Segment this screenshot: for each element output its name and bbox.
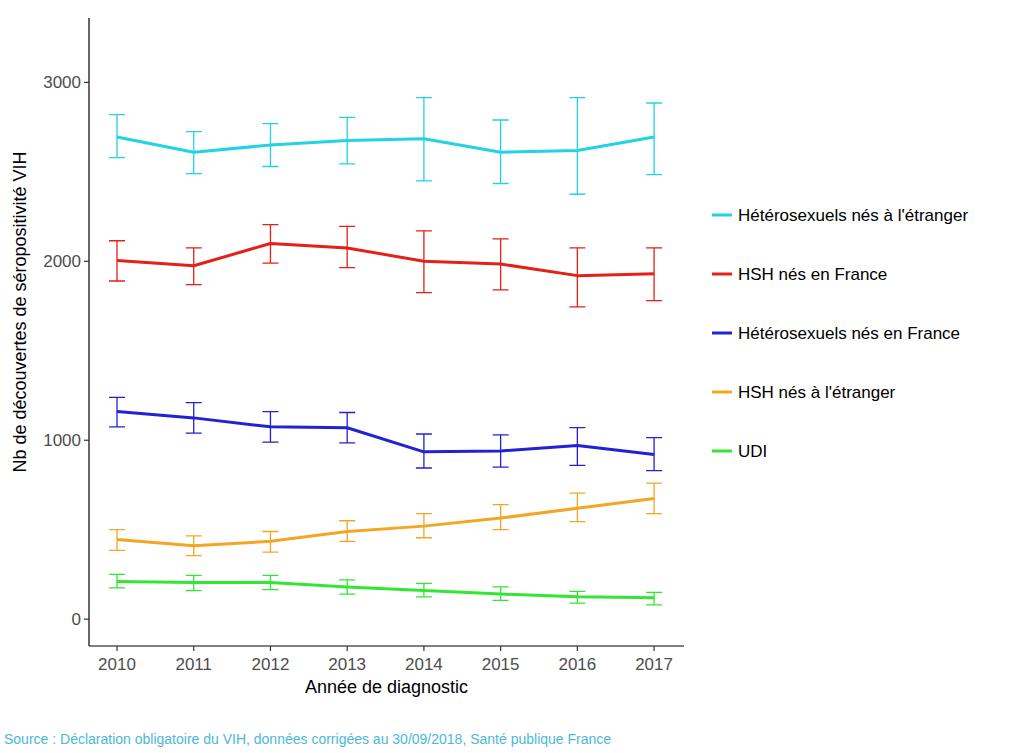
legend-label: Hétérosexuels nés à l'étranger — [738, 206, 968, 225]
series-line — [117, 582, 654, 598]
legend-key — [712, 391, 732, 394]
x-tick — [347, 646, 348, 651]
x-tick — [500, 646, 501, 651]
error-bar-path — [569, 98, 585, 195]
plot-area — [109, 98, 662, 605]
x-tick — [270, 646, 271, 651]
y-tick — [84, 261, 89, 262]
x-tick-label: 2012 — [252, 655, 290, 674]
series — [109, 225, 662, 307]
error-bar-path — [569, 248, 585, 307]
x-tick — [116, 646, 117, 651]
series — [109, 574, 662, 604]
legend-label: UDI — [738, 442, 767, 461]
y-axis-label: Nb de découvertes de séropositivité VIH — [10, 151, 30, 472]
error-bar — [569, 98, 585, 195]
x-axis-label: Année de diagnostic — [305, 677, 468, 697]
x-tick — [423, 646, 424, 651]
legend-label: HSH nés en France — [738, 265, 887, 284]
y-axis-line — [88, 18, 89, 646]
x-tick-label: 2010 — [98, 655, 136, 674]
x-tick-label: 2014 — [405, 655, 443, 674]
error-bar-path — [109, 115, 125, 158]
series-line — [117, 243, 654, 275]
x-tick-label: 2015 — [482, 655, 520, 674]
error-bar — [109, 115, 125, 158]
legend-key — [712, 332, 732, 335]
x-tick-label: 2016 — [558, 655, 596, 674]
x-tick-label: 2017 — [635, 655, 673, 674]
legend-label: HSH nés à l'étranger — [738, 383, 896, 402]
y-tick-label: 1000 — [43, 431, 81, 450]
y-tick-label: 2000 — [43, 252, 81, 271]
x-tick-label: 2011 — [175, 655, 212, 674]
y-tick-label: 3000 — [43, 73, 81, 92]
legend-key — [712, 273, 732, 276]
y-tick — [84, 82, 89, 83]
x-axis-line — [89, 645, 684, 646]
series — [109, 397, 662, 470]
legend-label: Hétérosexuels nés en France — [738, 324, 960, 343]
legend-key — [712, 214, 732, 217]
legend-key — [712, 450, 732, 453]
series-line — [117, 498, 654, 545]
chart: 0 1000 2000 3000 2010 2011 2012 2013 2014 2015 201… — [0, 0, 1024, 753]
series — [109, 483, 662, 555]
source: Source : Déclaration obligatoire du VIH,… — [4, 731, 611, 747]
x-tick — [193, 646, 194, 651]
y-tick — [84, 619, 89, 620]
legend: Hétérosexuels nés à l'étranger HSH nés en… — [712, 206, 968, 461]
series-line — [117, 137, 654, 152]
x-tick-label: 2013 — [328, 655, 366, 674]
x-tick — [653, 646, 654, 651]
error-bar — [569, 248, 585, 307]
y-tick-label: 0 — [72, 610, 81, 629]
y-tick — [84, 440, 89, 441]
series — [109, 98, 662, 195]
series-line — [117, 412, 654, 455]
x-tick — [577, 646, 578, 651]
